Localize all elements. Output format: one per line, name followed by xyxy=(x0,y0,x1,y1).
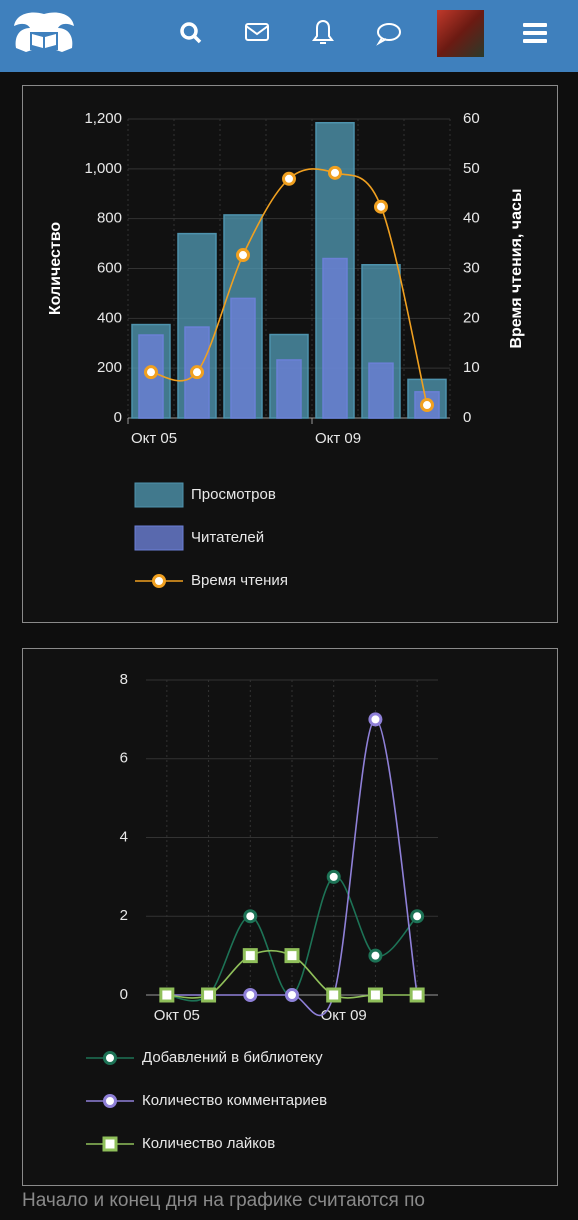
y-tick-label: 600 xyxy=(97,259,122,276)
point-marker xyxy=(284,948,300,964)
y-tick-label: 1,000 xyxy=(84,160,122,177)
menu-icon[interactable] xyxy=(523,23,547,43)
legend-label: Добавлений в библиотеку xyxy=(142,1049,323,1066)
point-marker xyxy=(243,909,258,924)
legend-label: Количество комментариев xyxy=(142,1092,327,1109)
y2-tick-label: 30 xyxy=(463,259,480,276)
point-marker xyxy=(410,909,425,924)
bar xyxy=(230,297,256,419)
y-tick-label: 4 xyxy=(120,828,128,845)
point-marker xyxy=(328,165,342,180)
point-marker xyxy=(201,987,217,1003)
point-marker xyxy=(326,987,342,1003)
header-bar xyxy=(0,0,578,72)
point-marker xyxy=(236,248,250,263)
point-marker xyxy=(243,988,258,1002)
legend-swatch xyxy=(134,482,184,508)
y2-tick-label: 10 xyxy=(463,359,480,376)
y2-tick-label: 50 xyxy=(463,160,480,177)
point-marker xyxy=(420,398,434,413)
x-tick-label: Окт 09 xyxy=(315,430,361,447)
search-icon[interactable] xyxy=(180,22,202,44)
legend-swatch xyxy=(134,525,184,551)
y-tick-label: 2 xyxy=(120,907,128,924)
point-marker xyxy=(144,365,158,380)
point-marker xyxy=(368,712,383,727)
y-tick-label: 6 xyxy=(120,750,128,767)
footer-text: Начало и конец дня на графике считаются … xyxy=(22,1190,425,1211)
avatar[interactable] xyxy=(437,10,484,57)
bar xyxy=(276,359,302,419)
y2-tick-label: 60 xyxy=(463,110,480,127)
x-tick-label: Окт 09 xyxy=(321,1007,367,1024)
point-marker xyxy=(374,199,388,214)
legend-marker xyxy=(103,1094,117,1108)
legend-label: Читателей xyxy=(191,529,264,546)
y-tick-label: 800 xyxy=(97,210,122,227)
point-marker xyxy=(190,365,204,380)
point-marker xyxy=(368,948,383,963)
legend-label: Просмотров xyxy=(191,486,276,503)
legend-marker xyxy=(102,1136,118,1152)
point-marker xyxy=(242,948,258,964)
point-marker xyxy=(326,869,341,884)
bar xyxy=(322,257,348,419)
point-marker xyxy=(367,987,383,1003)
bell-icon[interactable] xyxy=(312,19,334,44)
chat-icon[interactable] xyxy=(376,23,401,46)
y-tick-label: 200 xyxy=(97,359,122,376)
point-marker xyxy=(282,171,296,186)
y-tick-label: 8 xyxy=(120,671,128,688)
y-tick-label: 0 xyxy=(114,409,122,426)
point-marker xyxy=(285,988,299,1002)
legend-label: Время чтения xyxy=(191,572,288,589)
bar xyxy=(368,362,394,419)
legend-marker xyxy=(103,1051,117,1065)
y2-axis-label: Время чтения, часы xyxy=(508,188,525,348)
y2-tick-label: 20 xyxy=(463,309,480,326)
y2-tick-label: 0 xyxy=(463,409,471,426)
y-tick-label: 400 xyxy=(97,309,122,326)
logo[interactable] xyxy=(14,12,74,53)
y-tick-label: 0 xyxy=(120,986,128,1003)
y-tick-label: 1,200 xyxy=(84,110,122,127)
legend-marker xyxy=(152,574,166,588)
legend-label: Количество лайков xyxy=(142,1135,275,1152)
y2-tick-label: 40 xyxy=(463,210,480,227)
point-marker xyxy=(159,987,175,1003)
point-marker xyxy=(409,987,425,1003)
x-tick-label: Окт 05 xyxy=(131,430,177,447)
mail-icon[interactable] xyxy=(245,23,269,41)
y-axis-label: Количество xyxy=(47,222,64,315)
x-tick-label: Окт 05 xyxy=(154,1007,200,1024)
